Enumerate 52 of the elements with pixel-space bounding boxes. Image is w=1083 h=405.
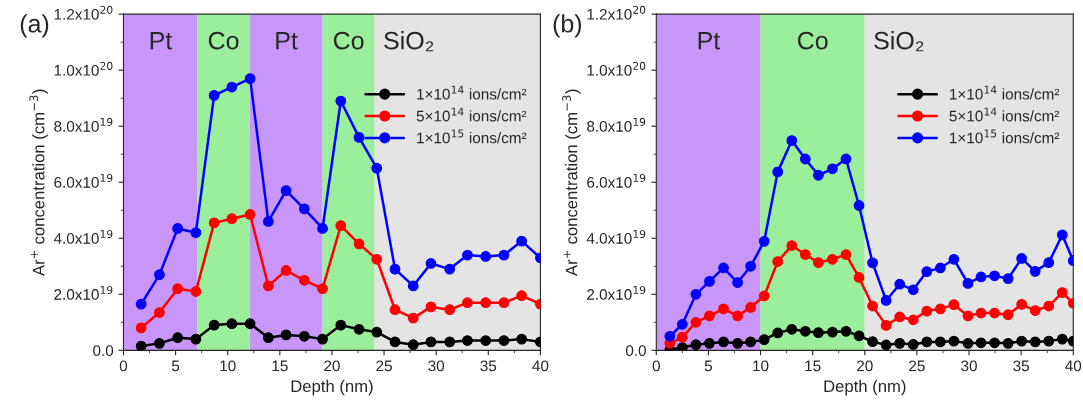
y-tick-label: 2.0x10$^{19}$ [54, 285, 113, 300]
x-tick-label: 25 [376, 360, 392, 372]
legend-label: 1×10$^{14}$ ions/cm² [417, 85, 527, 100]
x-tick-label: 20 [324, 360, 340, 372]
band-label: SiO₂ [384, 31, 434, 52]
x-tick-label: 5 [704, 360, 713, 372]
x-tick-label: 15 [272, 360, 288, 372]
x-tick-label: 5 [171, 360, 180, 372]
y-tick-label: 8.0x10$^{19}$ [54, 117, 113, 132]
legend-label: 1×10$^{15}$ ions/cm² [417, 129, 527, 144]
band-label: Pt [150, 32, 173, 50]
x-tick-label: 40 [532, 360, 549, 372]
band-label: Co [208, 31, 239, 50]
x-tick-label: 35 [1013, 360, 1029, 372]
x-tick-label: 25 [909, 360, 925, 372]
y-tick-label: 1.2x10$^{20}$ [587, 5, 646, 20]
y-tick-label: 4.0x10$^{19}$ [53, 229, 113, 244]
legend-label: 1×10$^{14}$ ions/cm² [950, 85, 1060, 100]
x-tick-label: 35 [480, 360, 497, 372]
x-tick-label: 15 [805, 360, 821, 372]
band-label: Co [333, 31, 364, 50]
x-axis-title: Depth (nm) [291, 379, 373, 396]
y-tick-label: 1.0x10$^{20}$ [54, 61, 113, 76]
band-label: SiO₂ [874, 31, 924, 52]
y-axis-title: Ar$^{+}$ concentration (cm$^{−3}$) [29, 89, 48, 277]
band-label: Pt [276, 32, 298, 50]
x-tick-label: 10 [220, 360, 236, 372]
y-tick-label: 8.0x10$^{19}$ [587, 117, 646, 132]
legend-label: 1×10$^{15}$ ions/cm² [950, 129, 1060, 144]
y-tick-label: 6.0x10$^{19}$ [587, 173, 646, 188]
legend-label: 5×10$^{14}$ ions/cm² [416, 107, 527, 122]
chart-title: (a) [20, 14, 49, 38]
y-tick-label: 4.0x10$^{19}$ [586, 229, 646, 244]
x-axis-title: Depth (nm) [824, 379, 906, 396]
x-tick-label: 10 [753, 360, 769, 372]
x-tick-label: 30 [961, 360, 977, 372]
x-tick-label: 20 [857, 360, 873, 372]
y-tick-label: 6.0x10$^{19}$ [54, 173, 113, 188]
chart-title: (b) [553, 14, 582, 38]
y-tick-label: 1.0x10$^{20}$ [587, 61, 646, 76]
y-tick-label: 0.0 [625, 345, 646, 357]
y-tick-label: 1.2x10$^{20}$ [54, 5, 113, 20]
y-tick-label: 0.0 [93, 345, 114, 357]
y-axis-title: Ar$^{+}$ concentration (cm$^{−3}$) [562, 89, 581, 277]
x-tick-label: 0 [119, 360, 128, 372]
legend-label: 5×10$^{14}$ ions/cm² [949, 107, 1060, 122]
x-tick-label: 0 [652, 360, 660, 372]
band-label: Co [797, 31, 828, 50]
x-tick-label: 40 [1065, 360, 1082, 372]
x-tick-label: 30 [428, 360, 445, 372]
y-tick-label: 2.0x10$^{19}$ [587, 285, 646, 300]
band-label: Pt [698, 32, 721, 50]
